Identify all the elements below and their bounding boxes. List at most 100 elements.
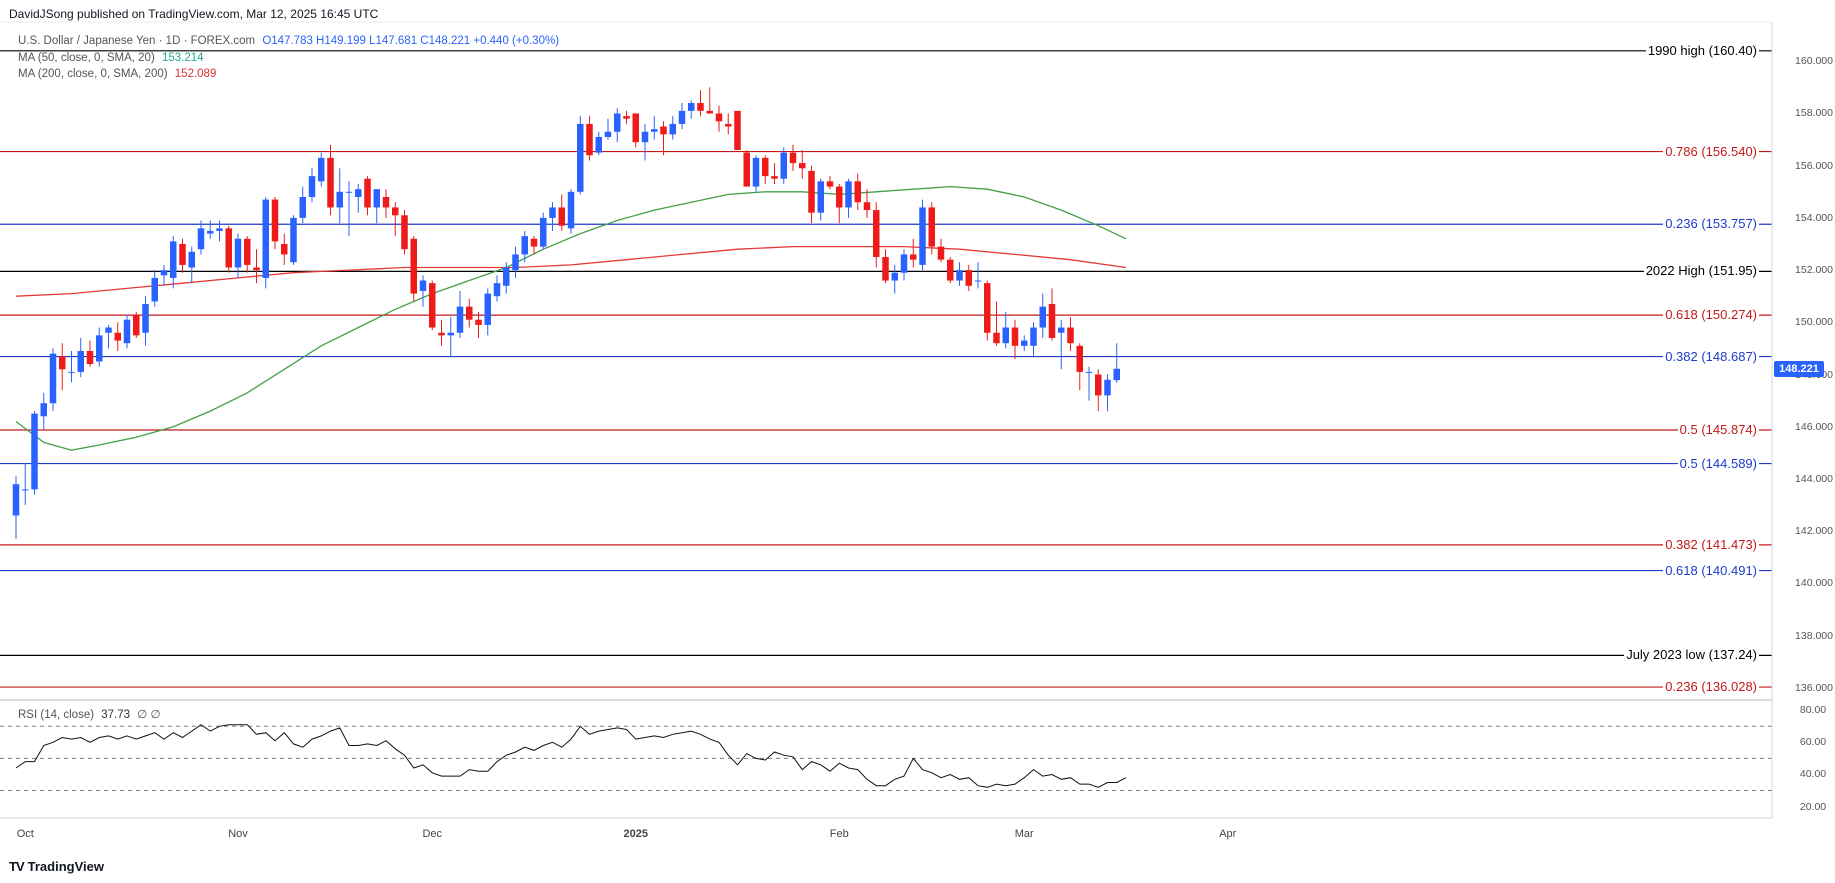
candle <box>179 238 186 273</box>
candle <box>641 123 649 161</box>
candle-body <box>253 267 260 271</box>
candle-body <box>225 228 232 268</box>
candle <box>715 105 723 132</box>
ma50-value: 153.214 <box>161 52 204 64</box>
candles <box>12 87 1120 539</box>
candle-body <box>549 207 556 218</box>
price-tick: 138.000 <box>1795 629 1833 642</box>
time-tick: Dec <box>422 828 443 840</box>
candle <box>392 202 399 237</box>
candle <box>133 311 140 338</box>
ma50-legend[interactable]: MA (50, close, 0, SMA, 20) 153.214 <box>18 52 208 64</box>
candle <box>549 202 556 231</box>
level-label: 0.236 (136.028) <box>1663 679 1759 696</box>
candle <box>355 183 362 213</box>
symbol-name: U.S. Dollar / Japanese Yen · 1D · FOREX.… <box>18 35 256 47</box>
candle-body <box>577 123 584 192</box>
tradingview-logo[interactable]: TV TradingView <box>9 859 104 874</box>
price-tick: 140.000 <box>1795 577 1833 590</box>
candle-body <box>845 181 852 208</box>
rsi-extra: ∅ ∅ <box>137 709 161 721</box>
candle-body <box>854 181 861 203</box>
candle-body <box>262 199 269 278</box>
candle <box>558 194 565 231</box>
candle-body <box>484 293 491 325</box>
candle <box>438 319 445 346</box>
candle <box>345 181 353 237</box>
candle-body <box>595 136 602 153</box>
candle-body <box>151 277 158 302</box>
rsi-line <box>15 724 1127 788</box>
candle-body <box>1104 379 1111 396</box>
candle-body <box>188 251 195 268</box>
candle-body <box>1039 306 1046 328</box>
candle-body <box>1067 327 1074 344</box>
candle-body <box>503 267 510 286</box>
candle <box>910 238 917 268</box>
candle <box>234 233 242 278</box>
candle-body <box>882 257 889 281</box>
candle-body <box>308 176 316 198</box>
candle-body <box>355 189 362 198</box>
candle <box>336 168 343 224</box>
time-tick: Nov <box>228 828 248 840</box>
rsi-legend[interactable]: RSI (14, close) 37.73 ∅ ∅ <box>18 707 164 721</box>
candle <box>114 322 121 352</box>
axes <box>0 21 1773 819</box>
time-tick: Feb <box>829 828 849 840</box>
ma200-legend[interactable]: MA (200, close, 0, SMA, 200) 152.089 <box>18 68 220 80</box>
candle-body <box>179 243 186 265</box>
candle-body <box>614 113 621 132</box>
rsi-tick: 60.00 <box>1799 736 1827 749</box>
candle-body <box>336 191 343 208</box>
candle-body <box>170 241 177 278</box>
candle <box>577 116 584 195</box>
price-tick: 156.000 <box>1795 159 1833 172</box>
candle <box>475 311 482 338</box>
candle <box>271 197 279 250</box>
candle <box>937 238 945 263</box>
candle <box>225 225 232 273</box>
ma50-line <box>15 185 1127 451</box>
candle-body <box>475 319 482 325</box>
candle <box>762 155 769 184</box>
publisher-line: DavidJSong published on TradingView.com,… <box>9 7 379 21</box>
ohlc-values: O147.783 H149.199 L147.681 C148.221 +0.4… <box>262 35 560 47</box>
level-label: 0.5 (145.874) <box>1677 422 1759 439</box>
candle-body <box>651 129 658 132</box>
candle-body <box>632 113 639 143</box>
candle-body <box>799 163 806 169</box>
candle <box>105 324 112 349</box>
candle-body <box>984 283 991 333</box>
price-tick: 158.000 <box>1795 107 1833 120</box>
candle-body <box>86 351 94 365</box>
ma50-label: MA (50, close, 0, SMA, 20) <box>18 52 155 64</box>
ma200-label: MA (200, close, 0, SMA, 200) <box>18 68 168 80</box>
candle-body <box>12 484 20 516</box>
candle-body <box>493 283 501 297</box>
candle-body <box>1021 340 1028 346</box>
level-label: 0.382 (148.687) <box>1663 348 1759 365</box>
candle <box>854 173 861 211</box>
candle-body <box>1048 304 1056 338</box>
candle-body <box>438 332 445 336</box>
candle-body <box>974 280 982 282</box>
candle <box>382 189 390 218</box>
candle-body <box>752 157 760 187</box>
candle <box>595 131 602 156</box>
candle-body <box>456 306 464 333</box>
candle <box>743 150 750 187</box>
candle <box>410 236 417 302</box>
candle-body <box>49 353 57 404</box>
candle-body <box>817 181 824 213</box>
rsi-tick: 80.00 <box>1799 704 1827 717</box>
price-tick: 160.000 <box>1795 55 1833 68</box>
candle-body <box>447 332 454 336</box>
rsi-value: 37.73 <box>101 709 131 721</box>
candle <box>12 476 20 539</box>
candle <box>799 150 806 179</box>
candle-body <box>660 126 667 135</box>
candle <box>845 178 852 218</box>
last-price-tag: 148.221 <box>1774 360 1824 377</box>
